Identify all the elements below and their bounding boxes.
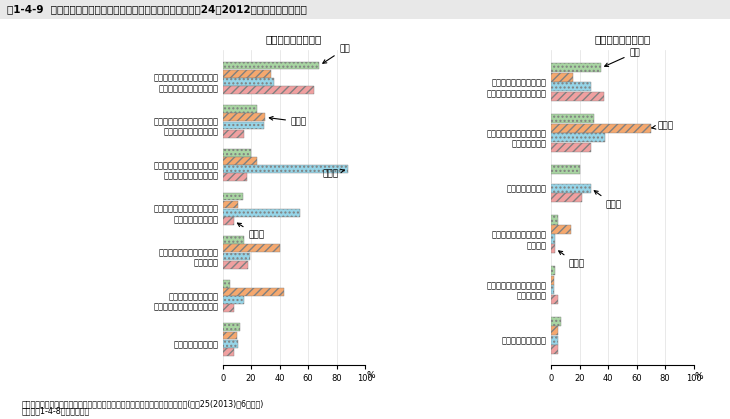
- Bar: [223, 348, 234, 356]
- Text: 図1-4-9  市町村が実施している対策の内容及び実施手法（平成24（2012）年）（複数回答）: 図1-4-9 市町村が実施している対策の内容及び実施手法（平成24（2012）年…: [7, 5, 307, 14]
- Text: 中都市: 中都市: [323, 169, 345, 178]
- Text: 注：図1-4-8の注釈参照。: 注：図1-4-8の注釈参照。: [22, 407, 90, 416]
- Bar: [223, 165, 348, 173]
- Bar: [551, 244, 556, 253]
- Bar: [551, 83, 591, 91]
- Bar: [223, 323, 239, 331]
- Bar: [551, 73, 572, 82]
- Text: %: %: [366, 371, 375, 380]
- Bar: [551, 266, 556, 275]
- Bar: [551, 235, 556, 243]
- Bar: [551, 193, 583, 202]
- Text: 小都市: 小都市: [237, 223, 264, 239]
- Bar: [223, 304, 234, 312]
- Bar: [223, 86, 314, 94]
- Bar: [551, 326, 558, 335]
- Bar: [223, 217, 234, 225]
- Bar: [551, 295, 558, 304]
- Bar: [223, 236, 244, 244]
- Bar: [551, 184, 591, 193]
- Bar: [223, 340, 238, 348]
- Bar: [551, 276, 554, 285]
- Bar: [223, 114, 266, 121]
- Bar: [223, 244, 280, 252]
- Text: 中都市: 中都市: [594, 191, 621, 209]
- Bar: [551, 114, 594, 123]
- Bar: [223, 296, 244, 304]
- Title: （対策の実施内容）: （対策の実施内容）: [266, 34, 322, 44]
- Text: 小都市: 小都市: [558, 251, 584, 268]
- Text: %: %: [695, 372, 704, 381]
- Bar: [223, 62, 320, 70]
- Bar: [551, 225, 571, 234]
- Bar: [551, 345, 558, 354]
- Bar: [551, 285, 554, 294]
- Text: 大都市: 大都市: [269, 116, 307, 126]
- Bar: [551, 63, 601, 72]
- Bar: [223, 193, 242, 200]
- Bar: [223, 78, 274, 86]
- Bar: [551, 92, 604, 101]
- Text: 大都市: 大都市: [652, 121, 674, 130]
- Text: 全国: 全国: [604, 48, 640, 67]
- Bar: [223, 261, 248, 269]
- Title: （対策の実施手法）: （対策の実施手法）: [594, 34, 650, 44]
- Bar: [223, 105, 257, 113]
- Bar: [223, 130, 244, 137]
- Bar: [223, 70, 271, 78]
- Bar: [551, 336, 558, 345]
- Bar: [223, 122, 264, 129]
- Bar: [223, 280, 230, 287]
- Bar: [223, 253, 250, 260]
- Bar: [551, 317, 561, 326]
- Bar: [551, 124, 651, 133]
- Bar: [223, 157, 257, 165]
- Bar: [223, 288, 284, 296]
- FancyBboxPatch shape: [0, 0, 730, 19]
- Text: 全国: 全国: [323, 44, 350, 63]
- Bar: [551, 215, 558, 225]
- Bar: [223, 173, 247, 181]
- Bar: [223, 209, 299, 217]
- Bar: [223, 332, 237, 339]
- Bar: [551, 165, 580, 174]
- Bar: [223, 149, 251, 157]
- Bar: [551, 133, 605, 142]
- Bar: [551, 142, 591, 152]
- Text: 資料：農林水産省「食料品アクセス問題に関する全国市町村アンケート調査」(平成25(2013)年6月公表): 資料：農林水産省「食料品アクセス問題に関する全国市町村アンケート調査」(平成25…: [22, 400, 264, 409]
- Bar: [223, 201, 238, 209]
